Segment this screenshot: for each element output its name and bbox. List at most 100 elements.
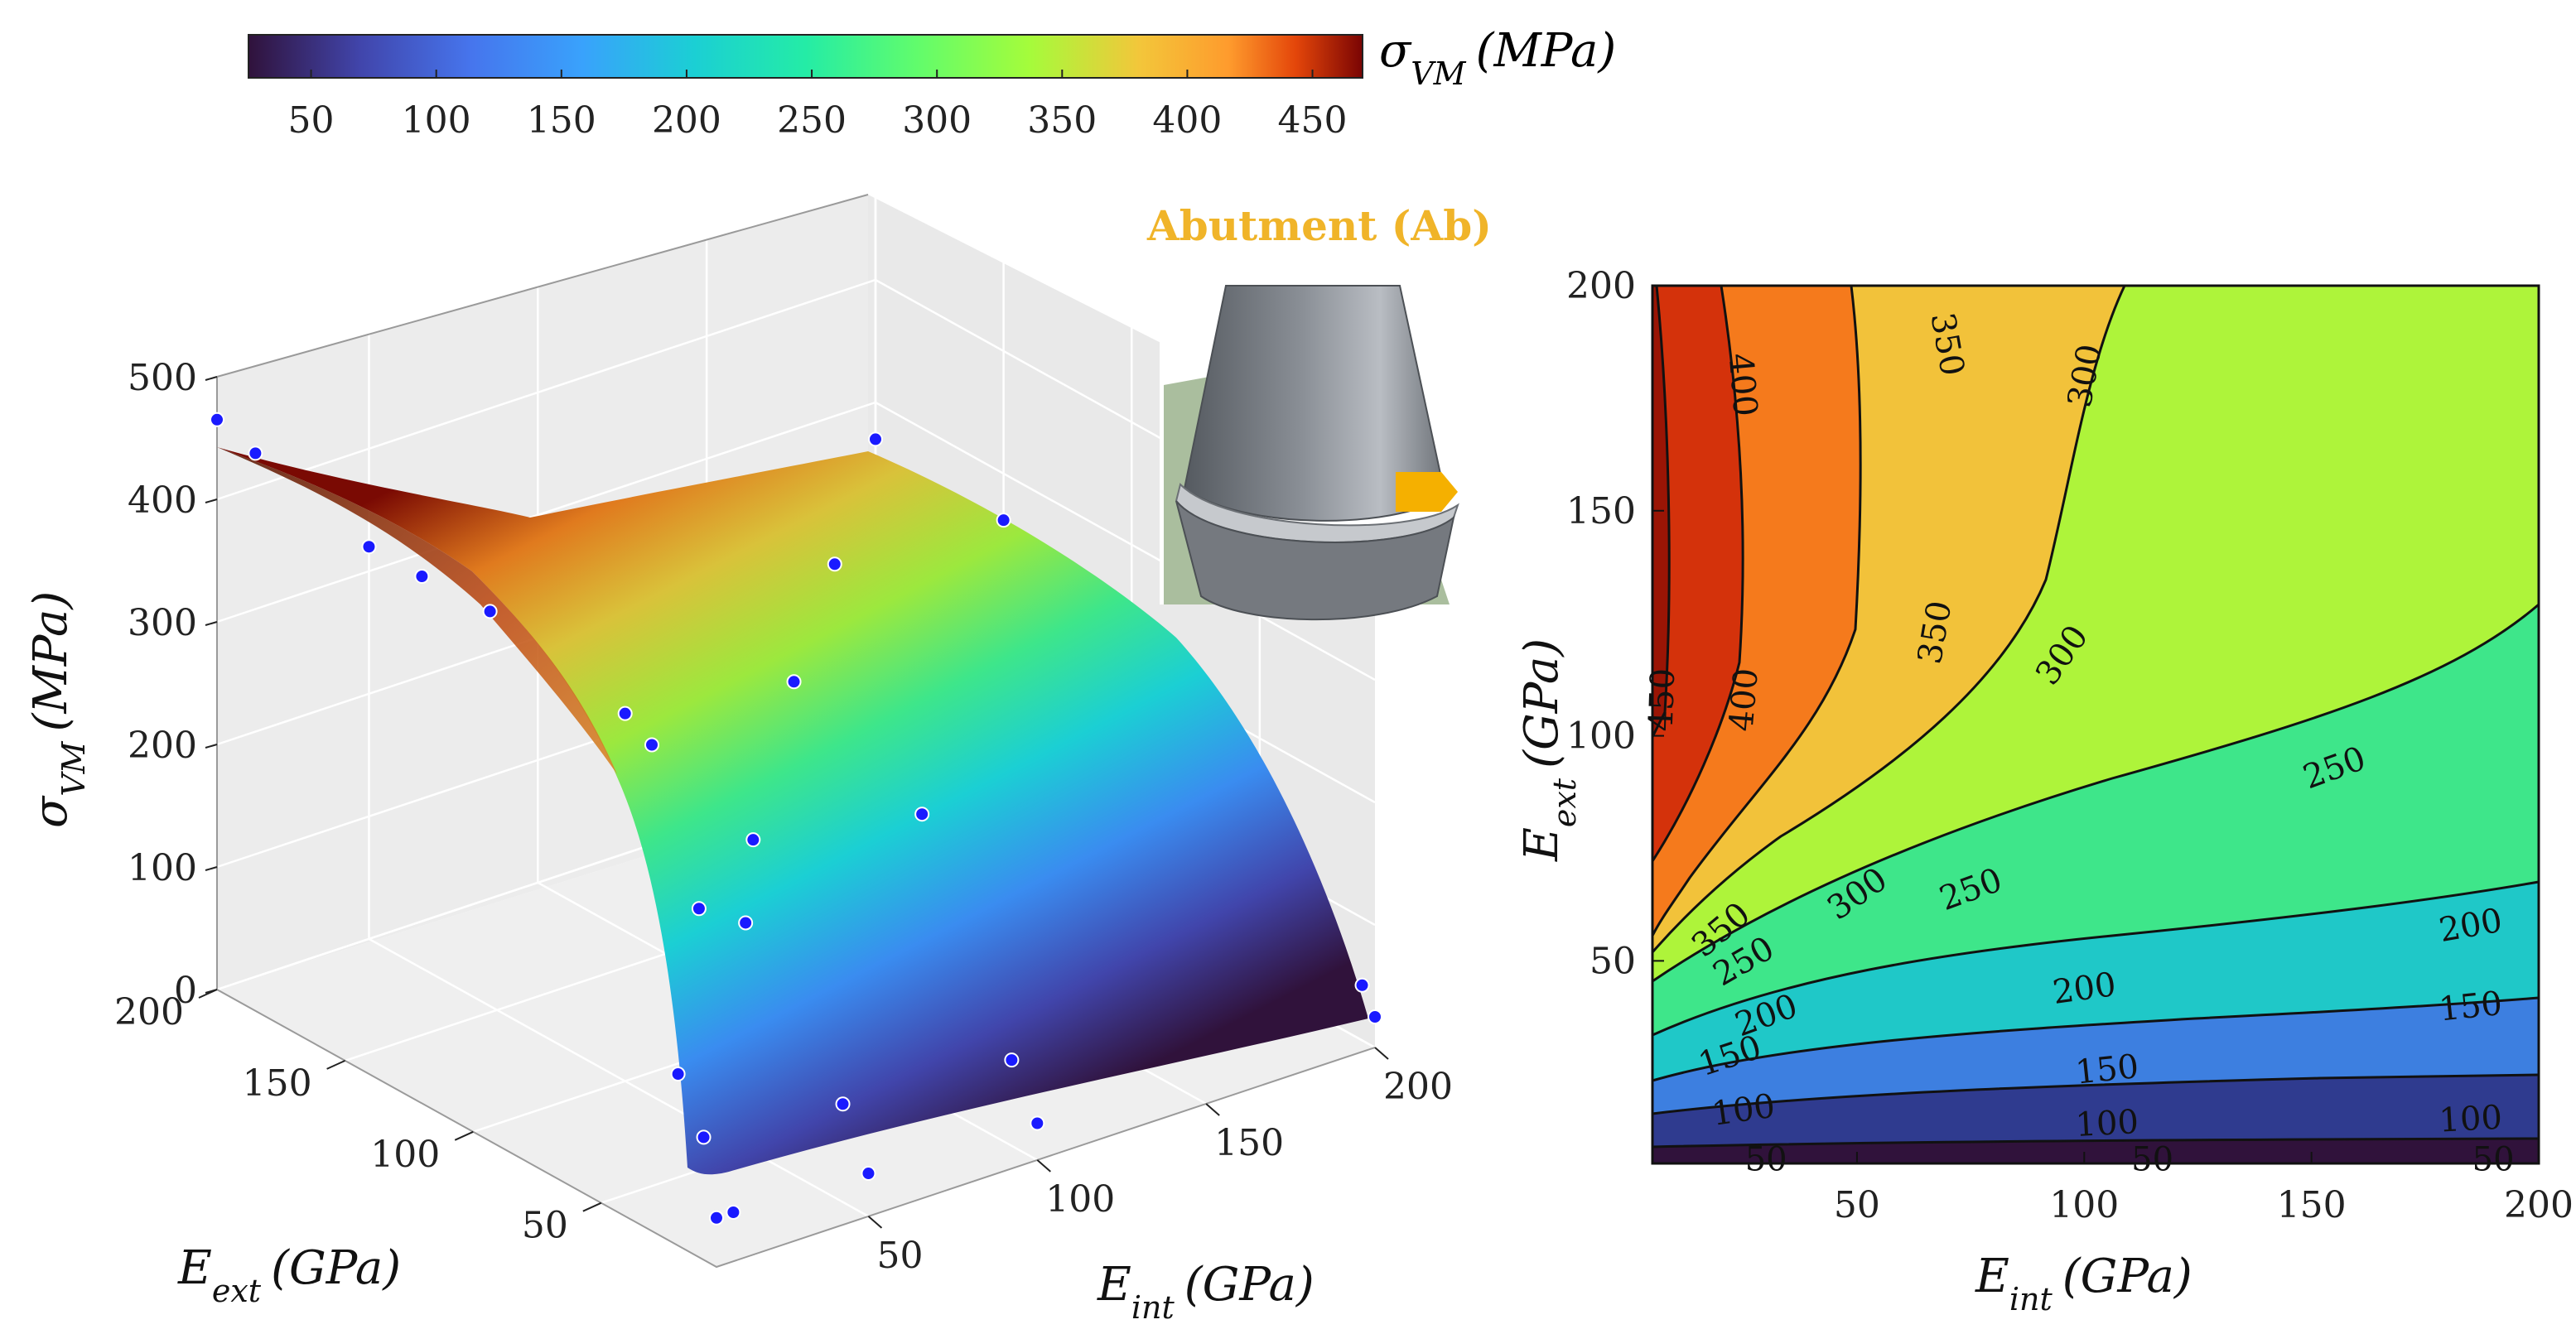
- contour-line-150: [1652, 996, 2540, 1082]
- e-ext-tick-label: 100: [370, 1134, 440, 1176]
- colorbar-tick-label: 200: [652, 99, 721, 142]
- e-int-ticks: 50 100 150 200: [867, 1047, 1453, 1277]
- colorbar-tick-label: 400: [1152, 99, 1222, 142]
- contour-level-label: 50: [2472, 1141, 2515, 1179]
- colorbar-tick-label: 100: [402, 99, 471, 142]
- colorbar-ticks: 50 100 150 200 250 300 350 400 450: [288, 70, 1348, 142]
- colorbar-gradient: [248, 34, 1363, 79]
- sample-point: [361, 539, 377, 555]
- sample-point: [414, 569, 430, 585]
- e-int-tick-mark: [1036, 1159, 1051, 1173]
- contour-line-400: [1651, 285, 1744, 862]
- sample-point: [617, 706, 633, 721]
- contour-level-label: 150: [2437, 985, 2504, 1029]
- contour-level-label: 200: [2050, 966, 2118, 1012]
- colorbar-tick-label: 300: [902, 99, 972, 142]
- contour-level-label: 450: [1643, 667, 1683, 732]
- contour-level-label: 100: [2074, 1103, 2139, 1144]
- contour-line-450: [1651, 285, 1671, 738]
- e-int-tick-label: 50: [876, 1235, 923, 1277]
- contour-line-350: [1651, 285, 1862, 937]
- sample-point: [1030, 1115, 1045, 1131]
- e-int-tick-label: 200: [1383, 1066, 1453, 1108]
- sample-point: [696, 1129, 712, 1145]
- sample-point: [1354, 977, 1370, 993]
- z-tick-label: 400: [128, 479, 197, 522]
- sample-point: [835, 1096, 851, 1112]
- contour-level-label: 100: [1710, 1087, 1778, 1134]
- sample-point: [248, 445, 263, 461]
- contour-level-label: 400: [1722, 667, 1765, 733]
- sample-point: [1368, 1009, 1382, 1024]
- box-edges: [216, 194, 1376, 1269]
- e-ext-tick-label: 200: [114, 991, 184, 1033]
- sample-point: [738, 915, 754, 931]
- colorbar: 50 100 150 200 250 300 350 400 450 σVM (MPa): [248, 24, 1616, 142]
- z-axis-title: σVM(MPa): [24, 591, 92, 828]
- z-tick-mark: [205, 866, 218, 871]
- e-ext-tick-label: 150: [243, 1062, 312, 1105]
- sample-point: [996, 513, 1011, 528]
- contour-x-tick-label: 100: [2049, 1184, 2119, 1226]
- contour-level-label: 150: [2073, 1047, 2140, 1092]
- z-tick-mark: [205, 376, 218, 381]
- surface-plot: 0 100 200 300 400 500 50 100 150 200 50 100 150 200…: [24, 156, 1453, 1326]
- colorbar-tick-label: 350: [1027, 99, 1097, 142]
- z-ticks: 0 100 200 300 400 500: [128, 357, 218, 1012]
- abutment-marker-icon: [1396, 472, 1441, 512]
- contour-line-100: [1652, 1073, 2540, 1115]
- sample-point: [745, 832, 761, 848]
- sample-point: [868, 431, 883, 447]
- sample-point: [210, 412, 224, 427]
- z-tick-mark: [205, 744, 218, 749]
- contour-x-tick-label: 150: [2277, 1184, 2347, 1226]
- z-tick-label: 500: [128, 357, 197, 399]
- colorbar-label: σVM (MPa): [1379, 24, 1616, 92]
- z-tick-label: 200: [128, 725, 197, 767]
- band-400-450: [1652, 286, 1744, 861]
- z-tick-label: 0: [174, 970, 197, 1012]
- contour-y-tick-label: 100: [1566, 715, 1636, 758]
- contour-frame: [1651, 284, 2540, 1165]
- e-int-tick-label: 150: [1214, 1122, 1284, 1164]
- contour-line-200: [1652, 880, 2540, 1037]
- contour-line-300: [1651, 285, 2126, 953]
- contour-x-tick-label: 200: [2504, 1184, 2574, 1226]
- sample-point: [861, 1166, 876, 1182]
- contour-y-tick-label: 200: [1566, 265, 1636, 307]
- e-ext-ticks: 50 100 150 200: [114, 989, 602, 1247]
- e-ext-tick-mark: [454, 1130, 474, 1141]
- abutment-marker-tip: [1441, 472, 1458, 512]
- sample-point: [914, 807, 930, 822]
- sample-point: [1004, 1052, 1020, 1068]
- abutment-base: [1175, 500, 1455, 621]
- z-tick-label: 100: [128, 847, 197, 889]
- sample-point: [482, 604, 498, 619]
- contour-y-title: Eext(GPa): [1515, 638, 1583, 862]
- colorbar-label-main: σ: [1379, 24, 1412, 78]
- contour-y-ticks: 50 100 150 200: [1566, 265, 1664, 982]
- e-ext-tick-mark: [326, 1059, 346, 1070]
- z-tick-mark: [205, 621, 218, 626]
- e-ext-tick-label: 50: [522, 1205, 568, 1247]
- abutment-inset: Abutment (Ab): [1146, 201, 1492, 621]
- colorbar-tick-label: 250: [777, 99, 847, 142]
- colorbar-tick-label: 50: [288, 99, 335, 142]
- contour-y-tick-label: 150: [1566, 490, 1636, 532]
- contour-x-title: Eint (GPa): [1975, 1250, 2192, 1317]
- inset-title: Abutment (Ab): [1146, 201, 1492, 250]
- sample-point: [726, 1205, 741, 1221]
- sample-point: [644, 737, 659, 753]
- colorbar-tick-label: 450: [1278, 99, 1348, 142]
- sample-point: [786, 674, 802, 690]
- contour-level-label: 400: [1721, 352, 1764, 418]
- e-int-tick-mark: [867, 1216, 883, 1229]
- contour-line-250: [1652, 603, 2540, 983]
- z-tick-label: 300: [128, 602, 197, 644]
- surface-points: [210, 412, 1382, 1226]
- contour-lines: [1651, 285, 2540, 1149]
- e-int-tick-label: 100: [1045, 1178, 1115, 1221]
- sample-point: [691, 901, 707, 917]
